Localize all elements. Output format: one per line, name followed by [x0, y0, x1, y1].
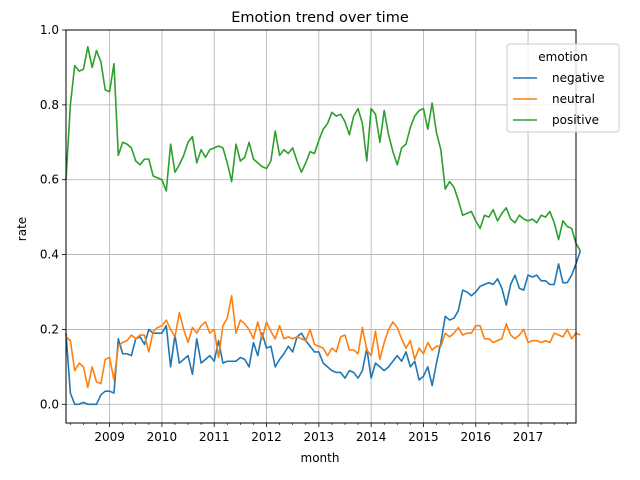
legend-title: emotion — [538, 50, 587, 64]
grid-lines — [66, 29, 576, 423]
y-tick-label: 1.0 — [40, 23, 59, 37]
x-tick-label: 2012 — [251, 430, 282, 444]
y-axis: 0.0 0.2 0.4 0.6 0.8 1.0 — [40, 23, 66, 411]
x-tick-label: 2011 — [199, 430, 230, 444]
legend-label-neutral: neutral — [552, 92, 595, 106]
x-tick-label: 2013 — [304, 430, 335, 444]
y-axis-label: rate — [15, 217, 29, 241]
x-tick-label: 2017 — [513, 430, 544, 444]
legend-label-positive: positive — [552, 113, 599, 127]
x-axis: 2009 2010 2011 2012 2013 2014 2015 2016 2017 — [70, 423, 568, 444]
x-tick-label: 2014 — [356, 430, 387, 444]
y-tick-label: 0.8 — [40, 98, 59, 112]
y-tick-label: 0.4 — [40, 248, 59, 262]
legend-label-negative: negative — [552, 71, 604, 85]
series-layer — [65, 46, 582, 406]
x-tick-label: 2016 — [460, 430, 491, 444]
legend: emotion negative neutral positive — [506, 43, 620, 133]
y-tick-label: 0.0 — [40, 397, 59, 411]
legend-box — [506, 43, 620, 133]
series-line-positive — [65, 46, 582, 252]
x-tick-label: 2015 — [408, 430, 439, 444]
y-tick-label: 0.2 — [40, 322, 59, 336]
series-line-negative — [65, 250, 582, 406]
series-line-neutral — [65, 294, 581, 389]
chart-title: Emotion trend over time — [231, 10, 409, 26]
plot-frame — [65, 29, 577, 424]
x-tick-label: 2009 — [94, 430, 125, 444]
x-axis-label: month — [301, 451, 340, 465]
x-tick-label: 2010 — [147, 430, 178, 444]
y-tick-label: 0.6 — [40, 173, 59, 187]
